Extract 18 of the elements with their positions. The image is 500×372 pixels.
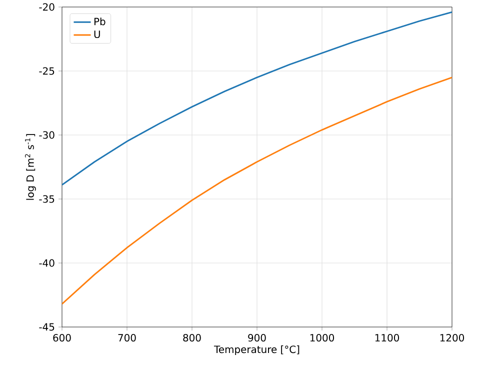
y-tick-label: -35 <box>39 195 54 203</box>
x-tick-label: 1200 <box>440 334 464 342</box>
x-tick-label: 800 <box>183 334 201 342</box>
x-axis-title: Temperature [°C] <box>214 345 300 356</box>
x-tick-label: 900 <box>248 334 266 342</box>
y-tick-label: -40 <box>39 259 54 267</box>
x-tick-label: 1000 <box>310 334 334 342</box>
y-axis-title: log D [m$^{2}$ s$^{-1}$] <box>24 134 36 200</box>
x-tick-label: 1100 <box>375 334 400 342</box>
legend-label: U <box>94 30 100 38</box>
y-tick-label: -20 <box>39 3 54 11</box>
x-tick-label: 700 <box>118 334 136 342</box>
legend-label: Pb <box>94 18 106 26</box>
x-tick-label: 600 <box>53 334 71 342</box>
y-tick-label: -30 <box>39 131 54 139</box>
line-series <box>62 76 452 305</box>
y-tick-label: -45 <box>39 323 54 331</box>
y-tick-label: -25 <box>39 67 54 75</box>
